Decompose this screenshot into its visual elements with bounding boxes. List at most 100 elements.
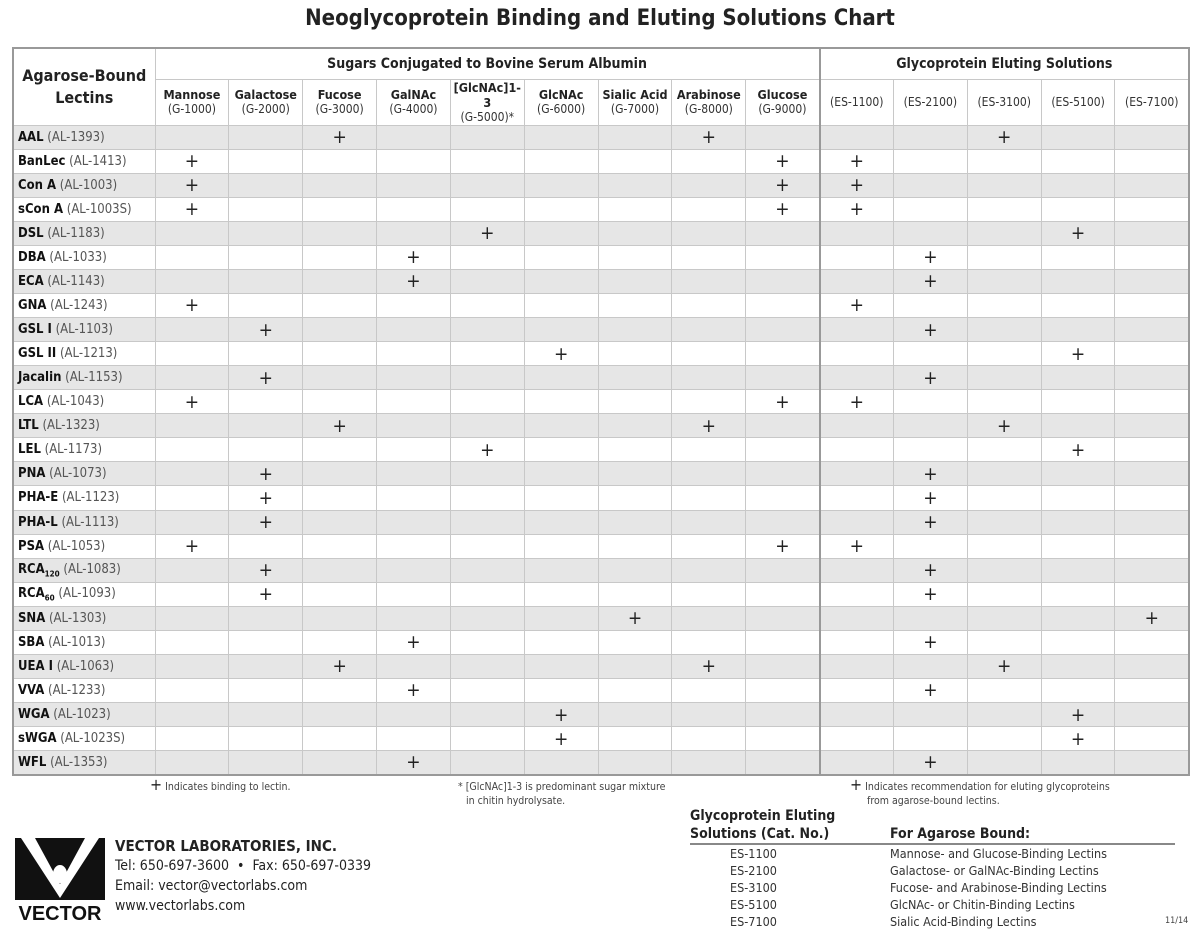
sugar-cell: + (302, 413, 378, 439)
plus-icon: + (923, 511, 938, 534)
sugar-cell (523, 268, 599, 294)
sugar-cell (671, 244, 747, 270)
table-row: AAL (AL-1393) + + + (12, 124, 1190, 150)
plus-icon: + (258, 559, 273, 582)
sugar-cell (228, 196, 304, 222)
sugar-column-header: Mannose (G-1000) (154, 78, 230, 126)
sugar-cell (523, 196, 599, 222)
eluting-cell (892, 726, 968, 752)
plus-icon: + (1070, 703, 1086, 726)
sugar-column-header: Galactose (G-2000) (228, 78, 304, 126)
lectin-label: UEA I (AL-1063) (12, 653, 156, 679)
lectin-label: GNA (AL-1243) (12, 292, 156, 319)
eluting-cell (818, 365, 894, 391)
sugar-cell (523, 172, 599, 198)
binding-chart-table: Agarose-Bound Lectins Sugars Conjugated … (12, 47, 1190, 776)
plus-icon: + (1144, 607, 1159, 630)
lectin-label: LCA (AL-1043) (12, 389, 156, 415)
table-row: DSL (AL-1183) + + (12, 220, 1190, 246)
eluting-cell (818, 509, 894, 535)
eluting-cell (1040, 268, 1116, 294)
sugar-cell (745, 316, 821, 343)
plus-icon: + (553, 727, 569, 750)
sugar-cell (376, 172, 451, 198)
binding-note: + Indicates binding to lectin. (150, 775, 291, 794)
sugar-cell (376, 653, 451, 679)
eluting-cell (892, 196, 968, 222)
version-label: 11/14 (1165, 916, 1189, 926)
sugar-cell (671, 437, 747, 463)
sugar-cell (154, 557, 230, 583)
eluting-cell: + (892, 750, 968, 776)
sugar-cell (154, 365, 230, 391)
plus-icon: + (775, 535, 790, 558)
sugar-column-header: Glucose (G-9000) (745, 78, 821, 126)
lectin-label: Con A (AL-1003) (12, 172, 156, 198)
sugar-cell (376, 148, 451, 174)
lectin-label: LEL (AL-1173) (12, 437, 156, 463)
eluting-cell: + (892, 365, 968, 391)
plus-icon: + (923, 679, 938, 702)
sugar-cell (449, 701, 525, 728)
sugar-cell (302, 533, 378, 559)
lectin-label: LTL (AL-1323) (12, 413, 156, 439)
sugar-cell (228, 726, 304, 752)
sugar-cell: + (154, 533, 230, 559)
sugar-cell (597, 437, 673, 463)
sugar-cell (597, 220, 673, 246)
sugar-cell: + (154, 196, 230, 222)
eluting-cell (966, 701, 1042, 728)
plus-icon: + (923, 631, 938, 654)
sugar-cell (228, 629, 304, 655)
sugar-cell (671, 750, 747, 776)
sugar-cell: + (745, 172, 821, 198)
sugar-cell (228, 389, 304, 415)
eluting-cell: + (892, 485, 968, 511)
sugar-cell (597, 750, 673, 776)
plus-icon: + (849, 294, 864, 317)
eluting-cell: + (892, 461, 968, 487)
sugar-cell (671, 701, 747, 728)
plus-icon: + (701, 126, 716, 149)
sugar-cell (154, 220, 230, 246)
sugar-cell (671, 605, 747, 631)
eluting-cell (1114, 365, 1190, 391)
sugar-cell (449, 557, 525, 583)
plus-icon: + (849, 390, 864, 413)
sugar-cell (671, 316, 747, 343)
sugar-cell (302, 316, 378, 343)
sugar-cell (597, 124, 673, 150)
eluting-cell (966, 268, 1042, 294)
sugar-cell (228, 148, 304, 174)
eluting-cell (818, 581, 894, 607)
sugar-cell: + (523, 726, 599, 752)
sugar-cell (302, 172, 378, 198)
eluting-cell (966, 244, 1042, 270)
sugar-cell (671, 268, 747, 294)
sugar-cell (671, 677, 747, 704)
plus-icon: + (258, 318, 273, 341)
eluting-column-header: (ES-7100) (1114, 78, 1190, 126)
plus-icon: + (923, 751, 938, 774)
eluting-cell (818, 677, 894, 704)
sugar-cell (228, 701, 304, 728)
eluting-cell (1114, 533, 1190, 559)
eluting-cell: + (966, 124, 1042, 150)
eluting-note: + Indicates recommendation for eluting g… (850, 775, 1110, 808)
sugar-cell (745, 124, 821, 150)
eluting-cell (892, 389, 968, 415)
sugar-cell (597, 316, 673, 343)
sugar-cell (597, 292, 673, 319)
eluting-cell (1114, 292, 1190, 319)
plus-icon: + (258, 486, 273, 509)
eluting-cell (1040, 653, 1116, 679)
eluting-cell (1114, 509, 1190, 535)
sugar-cell (745, 244, 821, 270)
eluting-cell (966, 533, 1042, 559)
lectin-label: PHA-E (AL-1123) (12, 485, 156, 511)
eluting-row: ES-7100 Sialic Acid-Binding Lectins (730, 914, 1037, 929)
sugar-cell (154, 316, 230, 343)
sugar-cell (523, 750, 599, 776)
plus-icon: + (997, 414, 1012, 437)
sugar-cell (376, 413, 451, 439)
